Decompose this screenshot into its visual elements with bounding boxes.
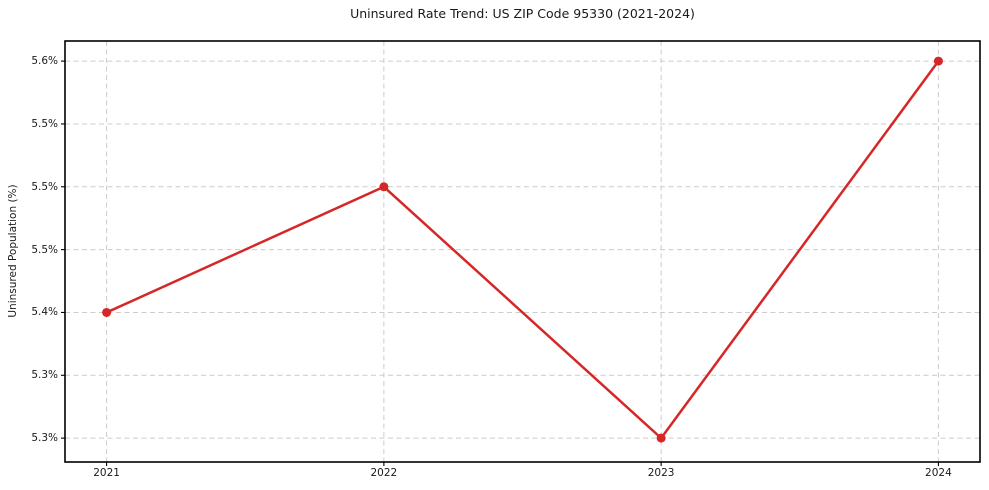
y-tick-label: 5.5% bbox=[31, 117, 58, 130]
y-tick-label: 5.6% bbox=[31, 55, 58, 68]
y-tick-label: 5.4% bbox=[31, 306, 58, 319]
y-tick-label: 5.5% bbox=[31, 180, 58, 193]
data-point-marker bbox=[933, 56, 943, 66]
data-point-marker bbox=[379, 182, 389, 192]
data-point-marker bbox=[102, 307, 112, 317]
trend-line bbox=[105, 59, 940, 440]
data-point-marker bbox=[656, 433, 666, 443]
y-tick-label: 5.3% bbox=[31, 432, 58, 445]
x-tick-label: 2022 bbox=[370, 467, 398, 479]
y-tick-label: 5.5% bbox=[31, 243, 58, 256]
x-tick-label: 2021 bbox=[93, 467, 120, 479]
axes-border bbox=[64, 40, 981, 463]
chart-title: Uninsured Rate Trend: US ZIP Code 95330 … bbox=[350, 6, 695, 21]
x-tick-label: 2023 bbox=[647, 467, 675, 479]
y-tick-label: 5.3% bbox=[31, 369, 58, 382]
x-tick-label: 2024 bbox=[925, 467, 952, 479]
